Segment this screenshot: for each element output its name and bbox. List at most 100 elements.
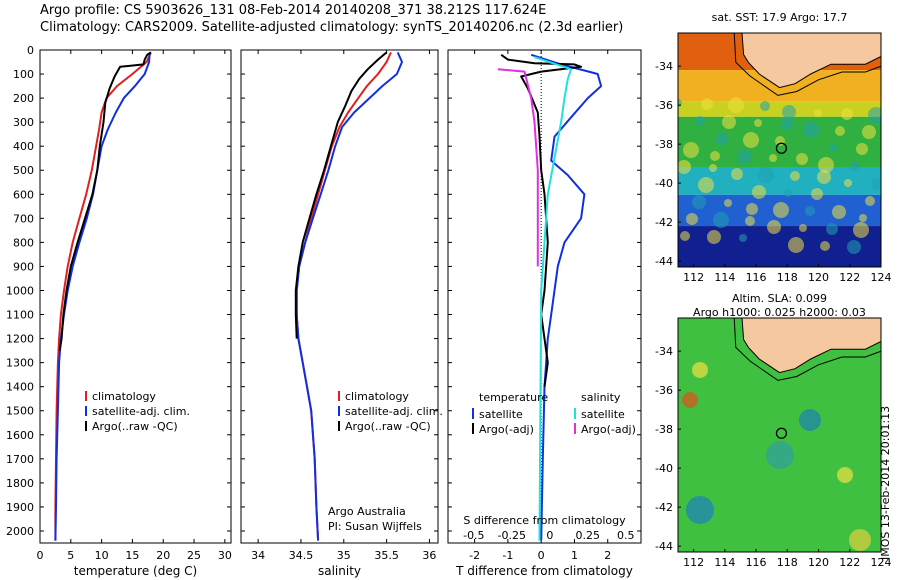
sst-patch: [862, 125, 876, 139]
legend-label: climatology: [345, 390, 409, 403]
annotation-text: PI: Susan Wijffels: [328, 520, 422, 533]
y-tick-label: 600: [13, 188, 34, 201]
shelf-contour: [733, 33, 881, 96]
series-line: [295, 51, 403, 541]
sst-patch: [731, 168, 743, 180]
y-tick-label: 800: [13, 236, 34, 249]
top-tick-label: -0.25: [498, 529, 526, 542]
map-body: [678, 33, 881, 267]
y-tick-label: 1500: [6, 405, 34, 418]
sst-patch: [832, 205, 846, 219]
sst-patch: [760, 101, 770, 111]
top-tick-label: 0.5: [617, 529, 635, 542]
map-subtitle: Argo h1000: 0.025 h2000: 0.03: [693, 306, 866, 319]
sst-patch: [790, 171, 800, 181]
sst-patch: [722, 115, 736, 129]
sla-blob: [766, 441, 794, 469]
x-tick-label: 112: [683, 556, 704, 569]
sst-patch: [769, 154, 777, 162]
imos-timestamp: IMOS 13-Feb-2014 20:01:13: [879, 405, 892, 560]
x-tick-label: 124: [871, 556, 892, 569]
y-tick-label: 200: [13, 92, 34, 105]
sst-patch: [683, 142, 699, 158]
x-tick-label: 20: [156, 549, 170, 562]
sst-patch: [796, 153, 808, 165]
sst-patch: [799, 224, 807, 232]
sst-patch: [695, 116, 705, 126]
map-title: sat. SST: 17.9 Argo: 17.7: [712, 11, 848, 24]
sst-patch: [784, 189, 792, 197]
plot-frame: [240, 49, 439, 544]
y-tick-label: 400: [13, 140, 34, 153]
x-tick-label: 122: [839, 271, 860, 284]
sst-patch: [767, 220, 781, 234]
legend-label: Argo(-adj): [479, 423, 534, 436]
sla-blob: [849, 529, 871, 551]
sst-patch: [788, 237, 804, 253]
x-tick-label: 120: [808, 556, 829, 569]
argo-location-marker: [775, 142, 788, 154]
x-tick-label: 36: [422, 549, 436, 562]
x-tick-label: 116: [746, 271, 767, 284]
shelf-contour: [733, 318, 881, 381]
sla-blob: [692, 362, 708, 378]
sst-patch: [707, 230, 721, 244]
y-tick-label: 100: [13, 68, 34, 81]
map-frame: [677, 32, 882, 268]
sst-patch: [746, 203, 758, 215]
legend-label: satellite-adj. clim.: [345, 405, 443, 418]
x-tick-label: 0: [37, 549, 44, 562]
sla-map-panel: 112 114 116 118 120 122 124 -34 -36 -38 -40 -42 -44 A…: [655, 292, 891, 569]
x-tick-label: 124: [871, 271, 892, 284]
y-tick-label: -42: [655, 501, 673, 514]
sst-patch: [859, 214, 867, 222]
y-tick-label: 1900: [6, 501, 34, 514]
sst-patch: [826, 223, 838, 235]
series-line: [54, 51, 152, 541]
sla-blob: [682, 392, 698, 408]
argo-location-marker: [775, 427, 788, 439]
sst-patch: [853, 222, 869, 238]
sst-patch: [811, 188, 823, 200]
legend-title: temperature: [479, 391, 548, 404]
sst-patch: [739, 234, 747, 242]
sst-patch: [758, 167, 774, 183]
y-tick-label: -38: [655, 423, 673, 436]
x-tick-label: 15: [125, 549, 139, 562]
y-tick-label: 500: [13, 164, 34, 177]
sst-patch: [868, 107, 881, 123]
sst-patch: [835, 126, 845, 136]
x-tick-label: 118: [777, 271, 798, 284]
sst-patch: [773, 202, 789, 218]
sst-patch: [781, 118, 793, 130]
y-tick-label: -38: [655, 138, 673, 151]
y-tick-label: -42: [655, 216, 673, 229]
legend-title: salinity: [581, 391, 621, 404]
y-tick-label: -36: [655, 99, 673, 112]
sst-patch: [805, 206, 815, 216]
y-tick-label: -44: [655, 540, 673, 553]
sst-patch: [716, 133, 728, 145]
x-tick-label: 114: [714, 271, 735, 284]
sst-patch: [754, 119, 762, 127]
sst-patch: [724, 199, 732, 207]
x-tick-label: 114: [714, 556, 735, 569]
map-body: [678, 318, 881, 552]
sst-patch: [803, 122, 819, 138]
y-tick-label: 1000: [6, 284, 34, 297]
x-tick-label: 30: [218, 549, 232, 562]
x-tick-label: -2: [469, 549, 480, 562]
x-tick-label: 35: [337, 549, 351, 562]
sst-patch: [686, 213, 698, 225]
temperature-panel: 0 5 10 15 20 25 300100200300400500600700800900…: [6, 44, 232, 578]
y-tick-label: 1100: [6, 309, 34, 322]
series-line: [294, 51, 388, 339]
legend-label: satellite: [581, 408, 625, 421]
sst-patch: [728, 97, 744, 113]
x-tick-label: 35.5: [374, 549, 399, 562]
top-axis-label: S difference from climatology: [463, 514, 626, 527]
top-tick-label: 0: [546, 529, 553, 542]
y-tick-label: 2000: [6, 525, 34, 538]
legend-label: Argo(..raw -QC): [345, 420, 431, 433]
plot-frame: [39, 49, 232, 544]
